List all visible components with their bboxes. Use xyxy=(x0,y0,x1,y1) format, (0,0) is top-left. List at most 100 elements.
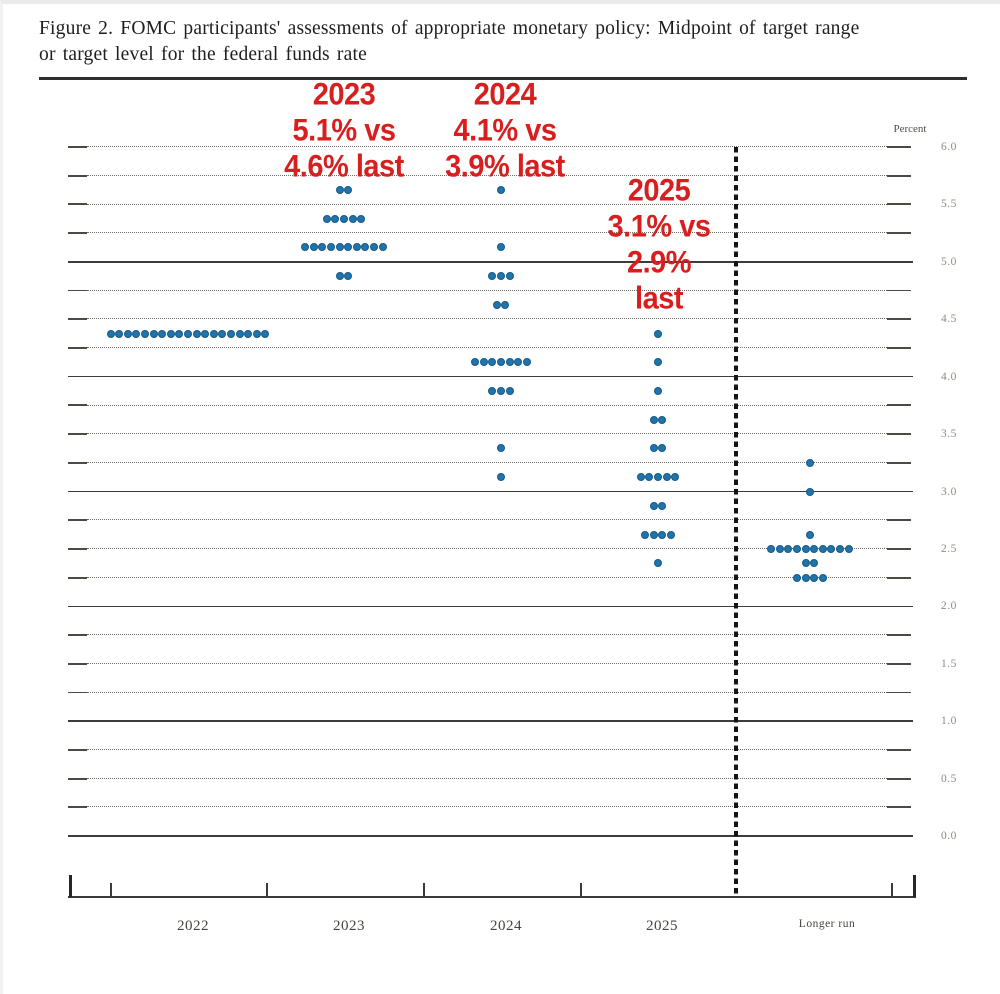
projection-dot xyxy=(352,243,361,252)
projection-dot xyxy=(339,214,348,223)
projection-dot xyxy=(810,544,819,553)
gridline-dotted xyxy=(87,662,887,664)
x-axis-end-bracket xyxy=(69,875,72,897)
projection-dot xyxy=(810,559,819,568)
projection-dot xyxy=(645,473,654,482)
projection-dot xyxy=(301,243,310,252)
projection-dot xyxy=(132,329,141,338)
gridline-solid xyxy=(68,605,913,608)
projection-dot xyxy=(496,387,505,396)
projection-dot xyxy=(158,329,167,338)
projection-dot xyxy=(335,243,344,252)
gridline-left-tick xyxy=(68,547,87,550)
projection-dot xyxy=(671,473,680,482)
projection-dot xyxy=(514,358,523,367)
gridline-left-tick xyxy=(68,433,87,436)
x-tick-label-longer-run: Longer run xyxy=(798,918,856,930)
projection-dot xyxy=(497,473,505,482)
gridline-right-tick xyxy=(887,347,911,349)
projection-dot xyxy=(654,329,662,338)
dot-row-2025-3.125 xyxy=(636,473,680,482)
dot-row-2025-2.625 xyxy=(641,530,675,539)
projection-dot xyxy=(183,329,192,338)
dot-row-2024-4.625 xyxy=(492,300,510,309)
projection-dot xyxy=(793,573,802,582)
gridline-left-tick xyxy=(68,519,87,522)
dot-row-2025-2.375 xyxy=(654,559,662,568)
projection-dot xyxy=(806,530,814,539)
projection-dot xyxy=(654,559,662,568)
projection-dot xyxy=(505,358,514,367)
dot-row-2023-5.625 xyxy=(335,186,353,195)
projection-dot xyxy=(658,530,667,539)
projection-dot xyxy=(361,243,370,252)
longer-run-separator-line xyxy=(734,147,738,897)
median-annotation-line: 2025 xyxy=(627,173,691,209)
projection-dot xyxy=(496,358,505,367)
gridline-left-tick xyxy=(68,662,87,665)
gridline-left-tick xyxy=(68,203,87,206)
gridline-dotted xyxy=(87,347,887,349)
projection-dot xyxy=(649,530,658,539)
projection-dot xyxy=(335,272,344,281)
median-annotation-line: 5.1% vs xyxy=(292,113,396,149)
projection-dot xyxy=(106,329,115,338)
median-annotation-line: 3.1% vs xyxy=(607,209,711,245)
y-tick-label: 0.5 xyxy=(941,772,957,785)
projection-dot xyxy=(662,473,671,482)
gridline-dotted xyxy=(87,519,887,521)
dot-row-2024-4.125 xyxy=(471,358,531,367)
gridline-dotted xyxy=(87,634,887,636)
gridline-right-tick xyxy=(887,289,911,292)
x-axis-tick xyxy=(110,883,112,896)
gridline-right-tick xyxy=(887,634,911,636)
y-tick-label: 0.0 xyxy=(941,830,957,842)
projection-dot xyxy=(348,214,357,223)
gridline-solid xyxy=(68,490,913,493)
projection-dot xyxy=(806,458,814,467)
dot-row-longer-run-2.25 xyxy=(793,573,827,582)
projection-dot xyxy=(488,387,497,396)
projection-dot xyxy=(115,329,124,338)
gridline-left-tick xyxy=(68,289,87,292)
gridline-dotted xyxy=(87,146,887,148)
gridline-dotted xyxy=(87,404,887,406)
dot-row-2024-5.625 xyxy=(497,186,505,195)
dot-row-2025-3.875 xyxy=(654,387,662,396)
gridline-left-tick xyxy=(68,806,87,809)
figure-title: Figure 2. FOMC participants' assessments… xyxy=(39,16,979,68)
projection-dot xyxy=(192,329,201,338)
dot-row-longer-run-3 xyxy=(806,487,814,496)
dot-row-2024-5.125 xyxy=(497,243,505,252)
projection-dot xyxy=(658,415,667,424)
gridline-left-tick xyxy=(68,318,87,321)
figure-title-line2: or target level for the federal funds ra… xyxy=(39,44,367,65)
projection-dot xyxy=(209,329,218,338)
projection-dot xyxy=(654,387,662,396)
projection-dot xyxy=(331,214,340,223)
projection-dot xyxy=(641,530,650,539)
gridline-left-tick xyxy=(68,777,87,780)
projection-dot xyxy=(658,501,667,510)
gridline-dotted xyxy=(87,174,887,176)
dot-row-2025-3.375 xyxy=(649,444,667,453)
projection-dot xyxy=(123,329,132,338)
title-rule xyxy=(39,77,967,80)
dot-row-longer-run-2.5 xyxy=(767,544,853,553)
projection-dot xyxy=(335,186,344,195)
projection-dot xyxy=(649,501,658,510)
projection-dot xyxy=(497,243,505,252)
projection-dot xyxy=(649,415,658,424)
dot-row-longer-run-2.625 xyxy=(806,530,814,539)
gridline-dotted xyxy=(87,203,887,205)
median-annotation-2023: 2023 5.1% vs 4.6% last xyxy=(284,77,404,185)
y-tick-label: 4.5 xyxy=(941,313,957,326)
gridline-right-tick xyxy=(887,519,911,522)
median-annotation-line: 4.1% vs xyxy=(453,113,557,149)
projection-dot xyxy=(505,272,514,281)
x-axis-end-bracket xyxy=(913,875,916,897)
dot-row-2025-2.875 xyxy=(649,501,667,510)
projection-dot xyxy=(175,329,184,338)
projection-dot xyxy=(166,329,175,338)
median-annotation-line: 3.9% last xyxy=(445,149,565,185)
